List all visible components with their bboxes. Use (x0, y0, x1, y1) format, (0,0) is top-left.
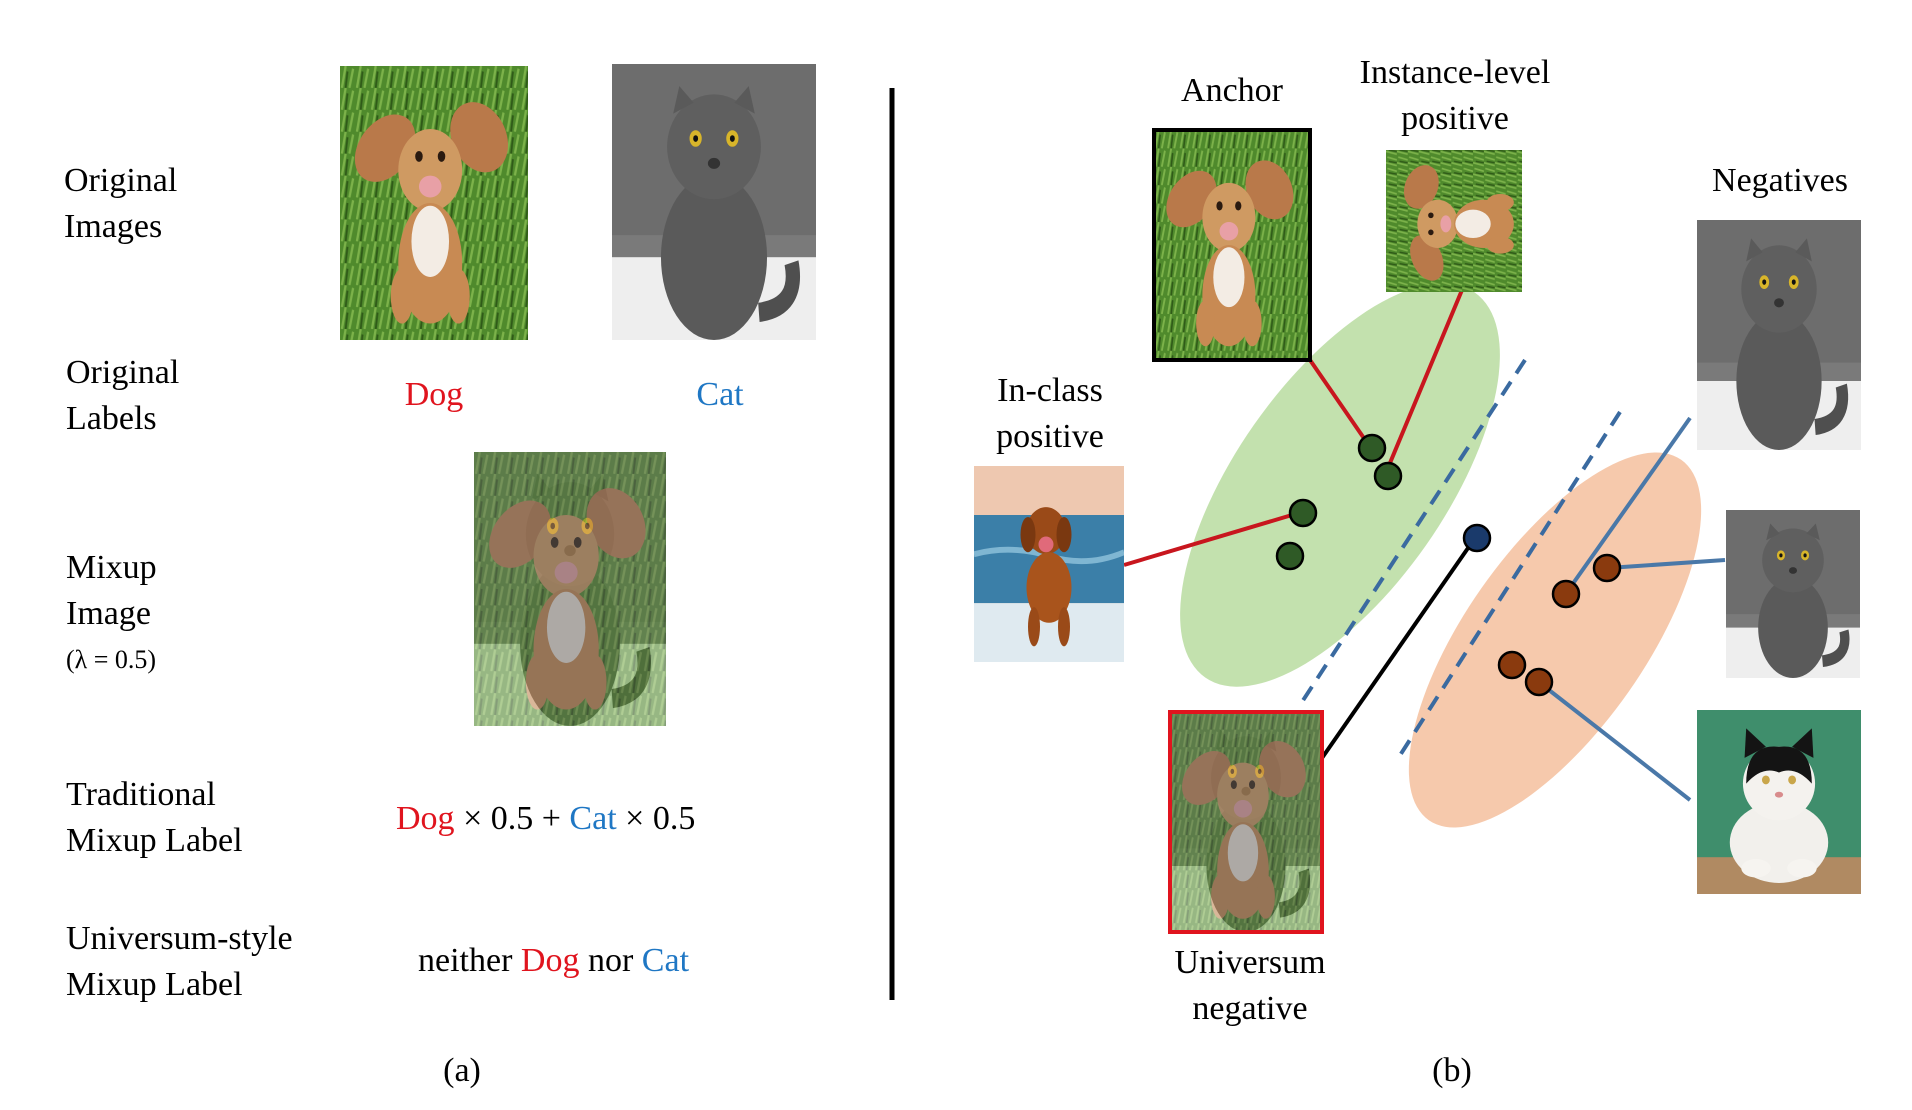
instance-positive-link-line (1383, 289, 1464, 476)
negative-cluster-ellipse (1408, 452, 1702, 828)
row-label-line: Image (66, 595, 151, 632)
negative-point-2 (1592, 553, 1622, 583)
negatives-title: Negatives (1712, 162, 1848, 199)
negative-point-4 (1524, 667, 1554, 697)
title-line: In-class (997, 372, 1103, 409)
negative-3-link-line (1538, 681, 1692, 802)
uni-mid-text: nor (579, 942, 642, 979)
title-line: negative (1192, 990, 1308, 1027)
trad-end-text: × 0.5 (616, 800, 696, 837)
inclass-positive-link-line (1123, 510, 1303, 567)
anchor-point (1357, 433, 1387, 463)
row-label-original-labels: Original Labels (66, 350, 179, 442)
decision-boundary-1 (1298, 358, 1527, 707)
mixup-image (474, 452, 666, 726)
anchor-link-line (1308, 358, 1372, 449)
positive-point (1275, 541, 1305, 571)
uni-start-text: neither (418, 942, 521, 979)
dog-label: Dog (404, 376, 464, 413)
row-label-line: Mixup (66, 549, 157, 586)
title-line: positive (1401, 100, 1509, 137)
universum-negative-title: Universum negative (1130, 940, 1370, 1032)
original-cat-image (612, 64, 816, 340)
row-label-line: Original (64, 162, 178, 199)
instance-positive-point (1373, 461, 1403, 491)
inclass-positive-image (974, 466, 1124, 662)
row-label-universum-mixup: Universum-style Mixup Label (66, 916, 293, 1008)
anchor-title: Anchor (1181, 72, 1283, 109)
row-label-line: Original (66, 354, 180, 391)
negative-cat-image-2 (1726, 510, 1860, 678)
row-label-original-images: Original Images (64, 158, 177, 250)
title-line: positive (996, 418, 1104, 455)
instance-positive-title: Instance-level positive (1330, 50, 1580, 142)
universum-negative-image (1168, 710, 1324, 934)
caption-b: (b) (1432, 1052, 1472, 1089)
caption-a: (a) (443, 1052, 481, 1089)
inclass-positive-point (1288, 498, 1318, 528)
inclass-positive-title: In-class positive (950, 368, 1150, 460)
row-label-mixup-image: Mixup Image (λ = 0.5) (66, 545, 157, 683)
anchor-image (1152, 128, 1312, 362)
original-dog-image (340, 66, 528, 340)
negative-2-link-line (1607, 558, 1726, 570)
decision-boundary-2 (1395, 410, 1622, 762)
trad-cat-text: Cat (569, 800, 617, 837)
negative-point-1 (1551, 579, 1581, 609)
universum-point (1462, 523, 1492, 553)
row-label-line: Mixup Label (66, 822, 243, 859)
uni-dog-text: Dog (520, 942, 580, 979)
negative-cat-image-3 (1697, 710, 1861, 894)
cat-label: Cat (696, 376, 744, 413)
negative-cat-image-1 (1697, 220, 1861, 450)
row-label-line: Labels (66, 400, 157, 437)
universum-link-line (1320, 536, 1477, 760)
row-label-traditional-mixup: Traditional Mixup Label (66, 772, 243, 864)
lambda-label: (λ = 0.5) (66, 645, 157, 674)
row-label-line: Universum-style (66, 920, 293, 957)
trad-mid-text: × 0.5 + (454, 800, 570, 837)
row-label-line: Traditional (66, 776, 216, 813)
universum-mixup-label: neither Dog nor Cat (418, 938, 689, 984)
traditional-mixup-label: Dog × 0.5 + Cat × 0.5 (396, 796, 695, 842)
uni-cat-text: Cat (641, 942, 690, 979)
negative-point-3 (1497, 650, 1527, 680)
title-line: Instance-level (1359, 54, 1551, 91)
instance-positive-image (1386, 150, 1522, 292)
row-label-line: Mixup Label (66, 966, 243, 1003)
trad-dog-text: Dog (396, 800, 455, 837)
positive-cluster-ellipse (1180, 283, 1500, 687)
title-line: Universum (1174, 944, 1326, 981)
row-label-line: Images (64, 208, 163, 245)
negative-1-link-line (1565, 416, 1692, 594)
